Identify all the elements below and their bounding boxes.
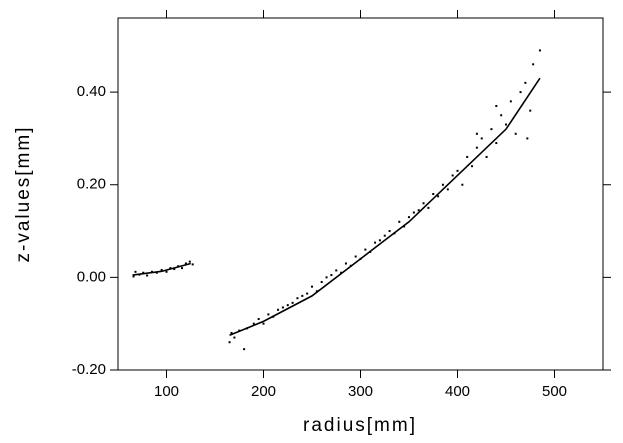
point: [412, 211, 415, 214]
point: [286, 304, 289, 307]
point: [320, 281, 323, 283]
point: [191, 263, 194, 266]
point: [471, 165, 474, 168]
point: [134, 270, 137, 273]
point: [538, 49, 541, 52]
point: [524, 81, 527, 84]
point: [281, 306, 284, 309]
y-tick-label: 0.20: [77, 176, 106, 193]
point: [408, 216, 410, 219]
point: [456, 169, 459, 172]
point: [335, 269, 338, 272]
point: [461, 183, 464, 186]
point: [451, 174, 454, 177]
x-tick-label: 500: [542, 383, 567, 400]
point: [132, 275, 135, 278]
point: [262, 322, 265, 325]
point: [500, 114, 503, 117]
point: [306, 292, 309, 295]
x-tick-label: 400: [445, 383, 470, 400]
point: [160, 268, 163, 271]
y-axis-title: z-values[mm]: [13, 126, 34, 263]
point: [529, 109, 532, 112]
point: [344, 262, 347, 265]
x-tick-label: 200: [251, 383, 276, 400]
point: [233, 336, 236, 339]
point: [257, 318, 260, 321]
point: [184, 262, 187, 265]
point: [441, 183, 444, 186]
point: [519, 91, 522, 94]
point: [388, 230, 391, 233]
point: [169, 267, 172, 270]
point: [354, 255, 357, 258]
point: [374, 241, 377, 244]
point: [446, 188, 449, 191]
point: [509, 100, 512, 103]
point: [252, 322, 255, 325]
point: [495, 105, 498, 107]
point: [311, 285, 313, 288]
point: [480, 137, 483, 140]
point: [466, 155, 469, 158]
point: [432, 193, 435, 195]
point: [228, 341, 231, 344]
point: [142, 271, 145, 274]
point: [485, 155, 488, 158]
point: [495, 142, 498, 145]
point: [437, 195, 440, 198]
y-tick-label: 0.00: [77, 268, 106, 285]
point: [173, 268, 176, 271]
point: [514, 132, 517, 135]
point: [398, 220, 401, 223]
point: [243, 348, 246, 351]
point: [422, 202, 425, 205]
point: [383, 234, 386, 237]
plot-frame: [117, 17, 604, 371]
point: [532, 63, 535, 66]
point: [475, 146, 478, 149]
x-axis-title: radius[mm]: [303, 415, 417, 436]
point: [181, 267, 184, 270]
point: [230, 331, 233, 334]
point: [427, 206, 430, 209]
point: [330, 274, 333, 277]
fit-line: [132, 77, 541, 337]
point: [301, 294, 304, 297]
point: [277, 308, 280, 311]
y-tick-label: -0.20: [72, 361, 106, 378]
point: [475, 132, 478, 135]
point: [325, 276, 328, 279]
point: [526, 137, 529, 140]
point: [188, 260, 191, 263]
point: [165, 270, 168, 273]
point: [490, 128, 493, 131]
point: [146, 274, 149, 277]
point: [267, 313, 270, 316]
x-tick-label: 300: [348, 383, 373, 400]
y-tick-label: 0.40: [77, 83, 106, 100]
point: [417, 209, 420, 212]
point: [364, 248, 367, 251]
point: [505, 123, 507, 126]
point: [296, 297, 299, 300]
x-tick-label: 100: [154, 383, 179, 400]
point: [291, 301, 294, 304]
point: [378, 239, 381, 242]
